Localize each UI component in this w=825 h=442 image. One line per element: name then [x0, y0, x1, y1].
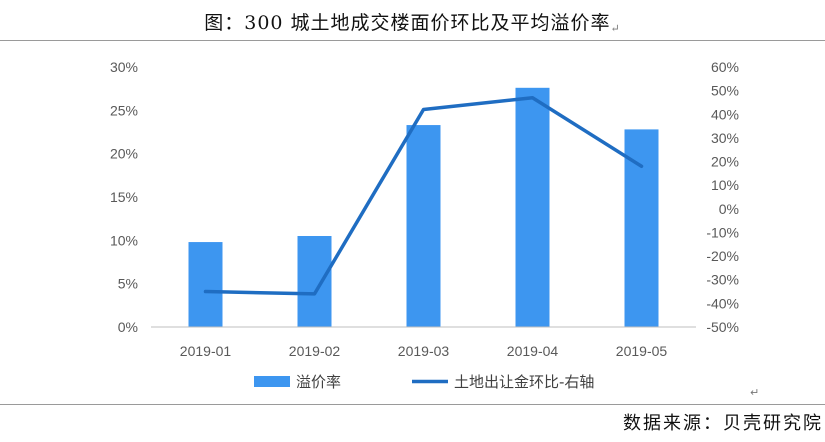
- right-tick-label: -10%: [706, 224, 739, 240]
- top-divider: [0, 40, 825, 41]
- bottom-divider: [0, 404, 825, 405]
- legend-return-mark: ↵: [750, 386, 760, 399]
- x-tick-label: 2019-05: [616, 343, 668, 359]
- x-tick-label: 2019-04: [507, 343, 559, 359]
- chart-title-text: 图：300 城土地成交楼面价环比及平均溢价率: [204, 12, 611, 34]
- right-tick-label: 0%: [719, 201, 739, 217]
- left-tick-label: 15%: [110, 189, 138, 205]
- left-tick-label: 5%: [118, 276, 138, 292]
- left-tick-label: 0%: [118, 319, 138, 335]
- right-tick-label: 40%: [711, 106, 739, 122]
- x-axis: 2019-01 2019-02 2019-03 2019-04 2019-05: [180, 343, 668, 359]
- right-tick-label: -40%: [706, 295, 739, 311]
- left-tick-label: 20%: [110, 146, 138, 162]
- x-tick-label: 2019-03: [398, 343, 450, 359]
- x-tick-label: 2019-02: [289, 343, 341, 359]
- right-tick-label: -20%: [706, 248, 739, 264]
- left-tick-label: 30%: [110, 59, 138, 75]
- right-tick-label: 60%: [711, 59, 739, 75]
- right-tick-label: 30%: [711, 130, 739, 146]
- right-axis: -50% -40% -30% -20% -10% 0% 10% 20% 30% 40% 50% 60%: [706, 59, 739, 335]
- right-tick-label: -50%: [706, 319, 739, 335]
- x-tick-label: 2019-01: [180, 343, 232, 359]
- bar: [188, 242, 223, 327]
- legend: 溢价率 土地出让金环比-右轴: [254, 373, 594, 391]
- left-tick-label: 25%: [110, 102, 138, 118]
- source-note: 数据来源：贝壳研究院: [623, 413, 823, 434]
- right-tick-label: 50%: [711, 83, 739, 99]
- legend-bar-label: 溢价率: [296, 373, 341, 391]
- bar: [624, 129, 659, 327]
- right-tick-label: 20%: [711, 154, 739, 170]
- bar: [406, 125, 441, 327]
- bar: [515, 87, 550, 327]
- line-series: [203, 95, 644, 296]
- bar-series: [188, 87, 659, 327]
- right-tick-label: 10%: [711, 177, 739, 193]
- combo-chart: 0% 5% 10% 15% 20% 25% 30% -50% -40% -30% -20% -10%…: [110, 59, 739, 391]
- left-axis: 0% 5% 10% 15% 20% 25% 30%: [110, 59, 138, 335]
- title-return-mark: ↵: [610, 22, 621, 35]
- chart-title: 图：300 城土地成交楼面价环比及平均溢价率↵: [0, 8, 825, 38]
- legend-line-label: 土地出让金环比-右轴: [454, 373, 594, 391]
- left-tick-label: 10%: [110, 232, 138, 248]
- bar: [297, 236, 332, 327]
- legend-bar-swatch: [254, 376, 290, 387]
- right-tick-label: -30%: [706, 272, 739, 288]
